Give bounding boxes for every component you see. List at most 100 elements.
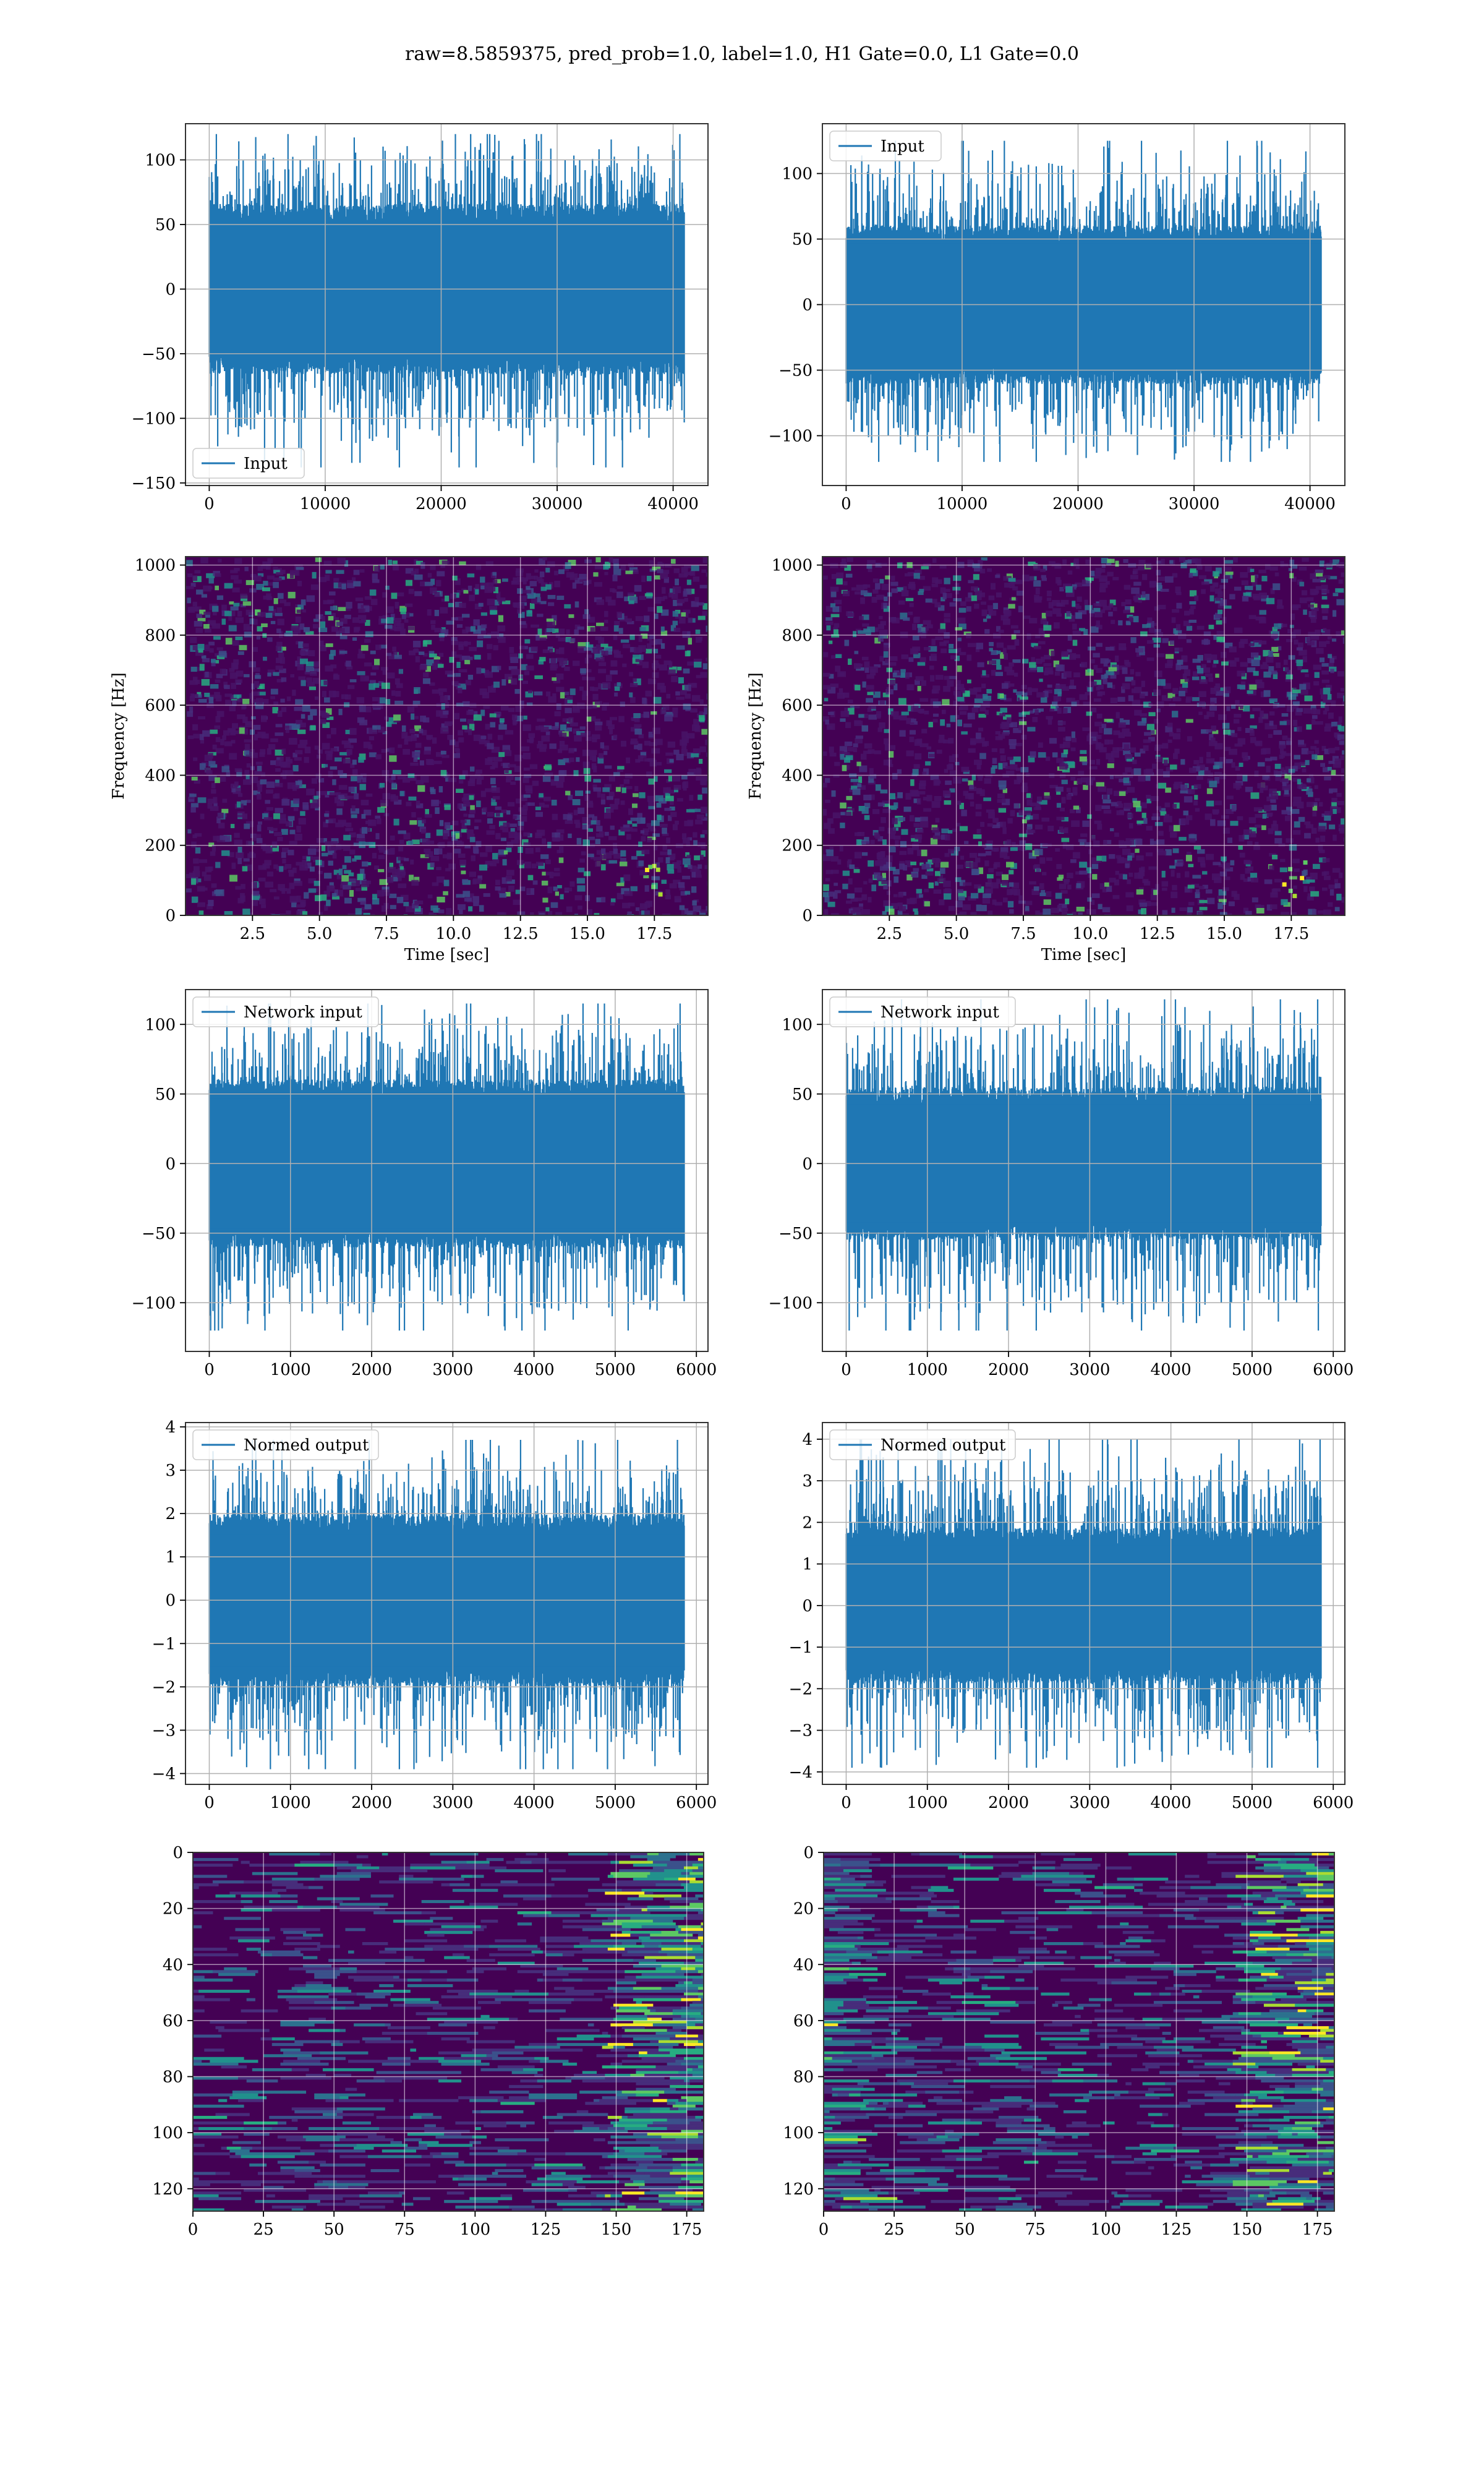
spectrogram-cell <box>554 570 558 576</box>
spectrogram-cell <box>441 703 445 710</box>
spectrogram-cell <box>514 766 521 773</box>
spectrogram-cell <box>510 657 519 664</box>
spectrogram-cell <box>879 615 883 620</box>
spectrogram-cell <box>1090 739 1098 744</box>
spectrogram-cell <box>1174 748 1180 754</box>
spectrogram-cell <box>1243 829 1252 835</box>
spectrogram-cell <box>982 897 991 904</box>
spectrogram-cell <box>1297 802 1304 808</box>
spectrogram-cell <box>1015 768 1023 771</box>
spectrogram-cell <box>573 728 580 734</box>
spectrogram-cell <box>524 639 531 644</box>
spectrogram-cell <box>234 781 239 787</box>
spectrogram-cell <box>330 606 336 610</box>
spectrogram-cell <box>398 870 406 875</box>
spectrogram-cell <box>897 792 903 798</box>
spectrogram-cell <box>1287 737 1292 742</box>
spectrogram-cell <box>950 655 957 660</box>
spectrogram-cell <box>1134 709 1142 716</box>
spectrogram-cell <box>648 778 654 785</box>
spectrogram-cell <box>332 779 336 785</box>
spectrogram-cell <box>513 602 520 607</box>
spectrogram-cell <box>263 656 267 661</box>
spectrogram-cell <box>1174 781 1183 789</box>
spectrogram-cell <box>944 853 950 857</box>
spectrogram-cell <box>189 680 198 685</box>
spectrogram-cell <box>1086 909 1092 914</box>
spectrogram-cell <box>496 591 501 599</box>
spectrogram-cell <box>1316 648 1324 654</box>
spectrogram-cell <box>1071 701 1077 706</box>
spectrogram-cell <box>884 738 889 745</box>
spectrogram-cell <box>1022 659 1029 664</box>
spectrogram-cell <box>286 759 293 764</box>
spectrogram-cell <box>939 874 944 878</box>
spectrogram-cell <box>1126 905 1133 912</box>
spectrogram-cell <box>279 668 286 674</box>
spectrogram-cell <box>237 651 244 655</box>
spectrogram-cell <box>361 814 366 819</box>
spectrogram-cell <box>898 905 906 912</box>
spectrogram-cell <box>660 572 668 579</box>
spectrogram-cell <box>1184 871 1190 878</box>
spectrogram-cell <box>646 823 652 828</box>
spectrogram-cell <box>907 847 914 855</box>
spectrogram-cell <box>302 609 306 613</box>
spectrogram-cell <box>559 661 563 667</box>
spectrogram-cell <box>1206 711 1215 717</box>
spectrogram-cell <box>492 579 498 584</box>
spectrogram-cell <box>1099 582 1108 588</box>
spectrogram-cell <box>375 815 381 819</box>
spectrogram-cell <box>696 776 701 781</box>
spectrogram-cell <box>627 911 632 915</box>
spectrogram-cell <box>1318 576 1325 581</box>
spectrogram-cell <box>370 650 376 654</box>
spectrogram-cell <box>553 872 560 876</box>
spectrogram-cell <box>858 906 864 910</box>
spectrogram-cell <box>980 821 985 827</box>
spectrogram-cell <box>609 727 613 735</box>
spectrogram-cell <box>1222 575 1230 580</box>
spectrogram-cell <box>221 604 227 612</box>
spectrogram-cell <box>602 682 611 689</box>
spectrogram-cell <box>605 596 612 602</box>
spectrogram-cell <box>628 600 634 604</box>
spectrogram-cell <box>595 833 604 837</box>
spectrogram-cell <box>643 615 650 622</box>
spectrogram-cell <box>930 837 938 845</box>
spectrogram-cell <box>883 606 890 612</box>
spectrogram-cell <box>1230 821 1239 826</box>
spectrogram-cell <box>380 800 388 807</box>
spectrogram-cell <box>955 901 963 908</box>
spectrogram-cell <box>325 750 333 754</box>
spectrogram-cell <box>1294 639 1298 645</box>
spectrogram-cell <box>926 795 932 802</box>
spectrogram-cell <box>618 716 625 722</box>
spectrogram-cell <box>1306 724 1312 730</box>
spectrogram-cell <box>1339 740 1345 745</box>
spectrogram-cell <box>633 647 642 654</box>
spectrogram-cell <box>680 891 688 896</box>
spectrogram-cell <box>412 640 421 648</box>
spectrogram-cell <box>213 797 218 804</box>
spectrogram-cell <box>234 568 240 571</box>
spectrogram-cell <box>548 696 556 703</box>
spectrogram-cell <box>621 740 627 747</box>
spectrogram-cell <box>1130 669 1135 675</box>
spectrogram-cell <box>1320 688 1324 695</box>
spectrogram-cell <box>299 722 306 728</box>
spectrogram-cell <box>454 741 459 748</box>
spectrogram-cell <box>915 676 924 681</box>
spectrogram-cell <box>999 821 1007 828</box>
spectrogram-cell <box>956 823 961 827</box>
spectrogram-cell <box>1153 889 1158 896</box>
spectrogram-cell <box>310 803 319 808</box>
x-tick-label: 20000 <box>1052 495 1104 513</box>
spectrogram-cell <box>1321 746 1326 751</box>
spectrogram-cell <box>1066 794 1072 800</box>
spectrogram-cell <box>1244 586 1249 590</box>
spectrogram-cell <box>1318 826 1326 832</box>
spectrogram-cell <box>246 626 253 631</box>
spectrogram-cell <box>514 777 521 781</box>
spectrogram-cell <box>474 774 481 779</box>
